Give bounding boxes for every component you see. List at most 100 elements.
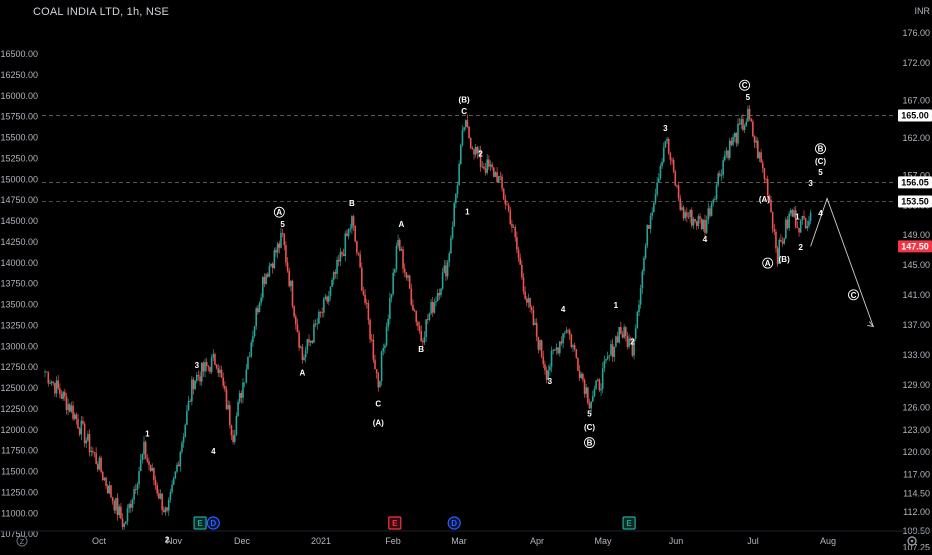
candle-body: [568, 330, 571, 335]
candle-body: [167, 499, 170, 511]
candle-body: [413, 310, 416, 311]
candle-body: [539, 340, 541, 350]
right-axis-tick: 167.00: [902, 95, 930, 105]
candle-body: [196, 375, 198, 381]
candle-body: [342, 254, 345, 256]
candle-body: [686, 212, 688, 217]
candle-body: [464, 120, 467, 128]
left-axis-tick: 12250.00: [0, 404, 38, 414]
candle-body: [658, 178, 660, 183]
price-level-tag-text: 156.05: [901, 177, 929, 187]
candle-body: [740, 119, 743, 125]
candle-body: [656, 182, 658, 195]
candle-body: [766, 179, 769, 196]
candle-body: [646, 225, 649, 246]
candle-body: [603, 360, 606, 369]
candle-body: [634, 328, 637, 339]
x-axis-tick: May: [594, 536, 612, 546]
candle-body: [722, 160, 724, 176]
wave-label: 3: [548, 377, 553, 386]
current-price-tag: [898, 240, 932, 253]
circled-wave-label: A: [765, 259, 771, 268]
candle-body: [75, 414, 78, 420]
circled-wave-label: C: [742, 81, 748, 90]
candle-body: [166, 507, 168, 511]
x-axis-tick: Mar: [451, 536, 467, 546]
candle-body: [280, 232, 282, 248]
candle-body: [776, 248, 779, 264]
candle-body: [346, 233, 348, 237]
wave-label: (C): [584, 423, 595, 432]
circled-wave-marker: [848, 289, 859, 301]
candle-body: [803, 216, 805, 219]
wave-label: 1: [614, 301, 619, 310]
left-axis-tick: 15250.00: [0, 153, 38, 163]
candle-body: [641, 271, 644, 289]
candle-body: [420, 330, 422, 342]
candle-body: [163, 510, 165, 513]
candle-body: [450, 238, 452, 254]
x-axis-tick: Aug: [820, 536, 836, 546]
right-axis-tick: 157.00: [902, 170, 930, 180]
candle-body: [299, 346, 302, 348]
candle-body: [212, 354, 215, 358]
price-level-tag: [898, 176, 932, 189]
candle-body: [479, 149, 482, 167]
candle-body: [798, 228, 800, 233]
candle-body: [662, 147, 665, 162]
candle-body: [367, 303, 370, 320]
candle-body: [80, 420, 83, 435]
candle-body: [512, 227, 515, 229]
projection-arrowhead: [867, 321, 875, 328]
candle-body: [491, 164, 493, 168]
candle-body: [365, 303, 368, 304]
candle-body: [65, 396, 68, 410]
candle-body: [286, 262, 289, 271]
candle-body: [125, 521, 127, 524]
candle-body: [549, 366, 551, 371]
candle-body: [64, 391, 66, 397]
candle-body: [809, 212, 812, 221]
wave-label: (B): [459, 95, 470, 104]
candle-body: [314, 323, 317, 325]
dividend-badge: [206, 516, 220, 530]
candle-body: [205, 362, 208, 367]
candle-body: [763, 168, 766, 179]
candle-body: [587, 387, 589, 403]
candle-body: [535, 322, 538, 337]
candle-body: [644, 245, 647, 258]
candle-body: [582, 373, 584, 380]
candle-body: [567, 330, 569, 332]
x-axis-tick: Nov: [166, 536, 183, 546]
candle-body: [364, 294, 366, 304]
candle-body: [354, 225, 356, 242]
candle-body: [323, 298, 325, 313]
candle-body: [794, 210, 797, 227]
candle-body: [725, 150, 728, 156]
candle-body: [605, 359, 607, 361]
candle-body: [88, 434, 91, 453]
candle-body: [765, 178, 767, 180]
candle-body: [245, 369, 248, 383]
candle-body: [466, 120, 469, 127]
candle-body: [530, 307, 533, 310]
candle-body: [730, 140, 733, 145]
candle-body: [418, 326, 421, 331]
wave-label: A: [399, 220, 405, 229]
left-axis-tick: 11250.00: [1, 487, 38, 497]
candle-body: [563, 332, 566, 334]
candle-body: [161, 493, 163, 511]
circled-wave-marker: [762, 257, 774, 269]
candle-body: [73, 414, 76, 419]
candle-body: [44, 371, 46, 373]
candle-body: [332, 272, 335, 280]
candle-body: [298, 332, 300, 348]
candle-body: [623, 327, 625, 338]
candle-body: [638, 304, 640, 313]
candle-body: [247, 356, 249, 370]
candle-body: [455, 194, 457, 204]
candle-body: [158, 493, 160, 499]
candle-body: [331, 279, 333, 287]
